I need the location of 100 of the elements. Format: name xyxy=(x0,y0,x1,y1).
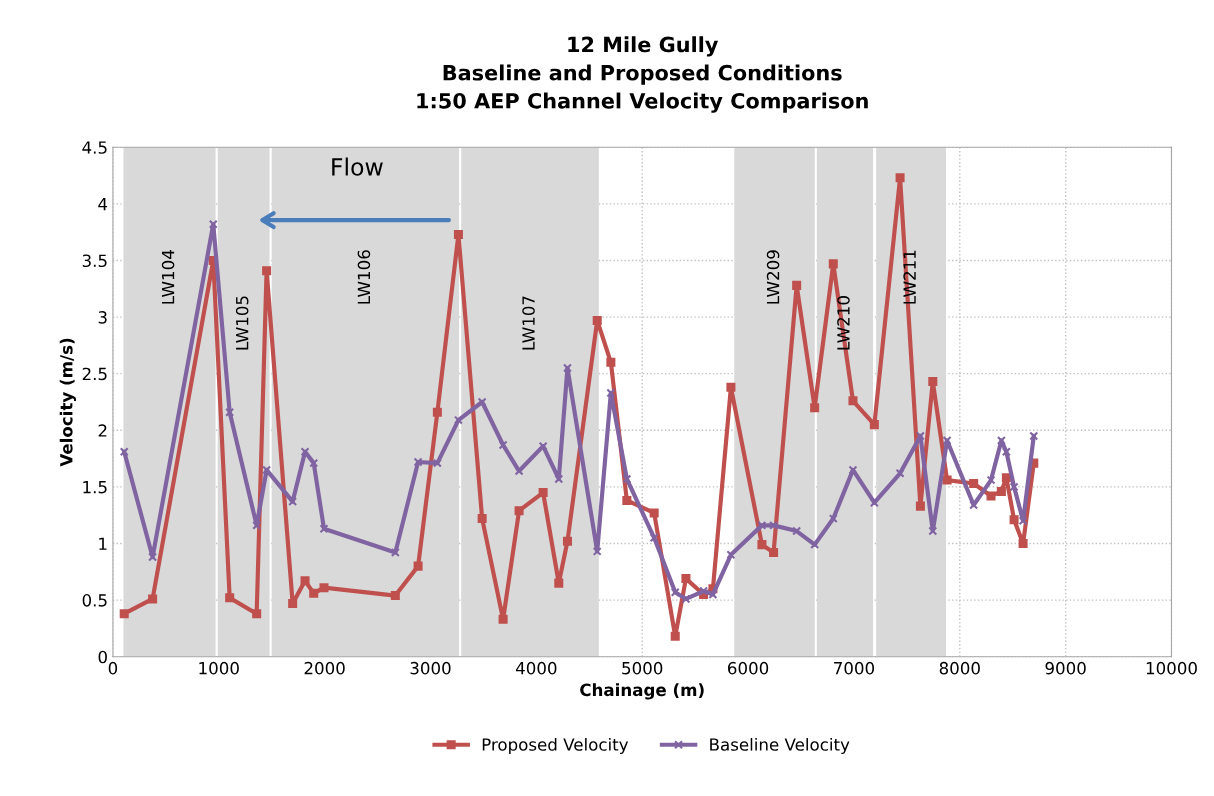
legend-label: Baseline Velocity xyxy=(710,737,850,755)
point xyxy=(895,173,905,183)
point xyxy=(828,514,838,524)
point xyxy=(309,458,319,468)
point xyxy=(769,548,779,558)
point xyxy=(562,536,572,546)
point xyxy=(681,594,691,604)
point xyxy=(432,458,442,468)
y-tick-label: 3 xyxy=(98,311,107,324)
point xyxy=(554,474,564,484)
point xyxy=(1001,447,1011,457)
y-tick-label: 2.5 xyxy=(82,367,107,381)
band-label: LW107 xyxy=(522,296,535,350)
point xyxy=(453,229,463,239)
x-tick-label: 7000 xyxy=(834,661,875,675)
point xyxy=(670,631,680,641)
point xyxy=(928,377,938,387)
point xyxy=(1018,516,1028,526)
point xyxy=(681,574,691,584)
y-tick-label: 2 xyxy=(98,424,107,437)
point xyxy=(848,465,858,475)
x-tick-label: 2000 xyxy=(304,661,345,675)
point xyxy=(262,465,272,475)
point xyxy=(996,486,1006,496)
point xyxy=(390,591,400,601)
point xyxy=(622,474,632,484)
point xyxy=(942,435,952,445)
point xyxy=(592,315,602,325)
x-tick-label: 9000 xyxy=(1045,661,1086,675)
y-tick-label: 1 xyxy=(99,537,107,550)
point xyxy=(413,457,423,467)
point xyxy=(1029,431,1039,441)
point xyxy=(757,520,767,530)
x-tick-label: 5000 xyxy=(622,661,663,675)
point xyxy=(477,514,487,524)
y-axis-title: Velocity (m/s) xyxy=(59,338,76,467)
point xyxy=(769,520,779,530)
y-tick-label: 1.5 xyxy=(83,481,107,494)
x-tick-label: 0 xyxy=(108,661,118,675)
point xyxy=(1001,473,1011,483)
point xyxy=(208,219,218,229)
point xyxy=(757,540,767,550)
point xyxy=(390,548,400,558)
point xyxy=(726,382,736,392)
point xyxy=(1009,515,1019,525)
y-tick-label: 3.5 xyxy=(82,254,107,268)
point xyxy=(119,447,129,457)
point xyxy=(986,475,996,485)
point xyxy=(895,468,905,478)
point xyxy=(309,588,319,598)
point xyxy=(300,447,310,457)
point xyxy=(606,357,616,367)
point xyxy=(453,415,463,425)
point xyxy=(792,280,802,290)
x-tick-label: 10000 xyxy=(1146,661,1197,675)
x-axis-title: Chainage (m) xyxy=(580,683,704,700)
x-tick-label: 3000 xyxy=(410,661,451,675)
point xyxy=(288,598,298,608)
point xyxy=(810,403,820,413)
point xyxy=(869,420,879,430)
band-label: LW104 xyxy=(161,250,175,304)
point xyxy=(969,478,979,488)
point xyxy=(319,583,329,593)
x-tick-label: 4000 xyxy=(515,661,557,675)
point xyxy=(148,552,158,562)
annotation: Flow xyxy=(332,157,383,176)
chart-title: 12 Mile Gully Baseline and Proposed Conditions 1:50 AEP Channel Velocity Comparison xyxy=(417,36,868,113)
point xyxy=(726,550,736,560)
point xyxy=(708,589,718,599)
point xyxy=(225,593,235,603)
point xyxy=(252,520,262,530)
point xyxy=(915,501,925,511)
point xyxy=(300,576,310,586)
x-tick-label: 6000 xyxy=(728,661,769,675)
point xyxy=(649,508,659,518)
point xyxy=(252,609,262,619)
point xyxy=(1009,482,1019,492)
point xyxy=(148,594,158,604)
point xyxy=(432,407,442,417)
point xyxy=(262,266,272,276)
band-label: LW105 xyxy=(235,296,249,350)
x-tick-label: 8000 xyxy=(939,661,980,675)
point xyxy=(538,488,548,498)
band-label: LW210 xyxy=(837,296,850,350)
point xyxy=(848,396,858,406)
band-label: LW209 xyxy=(766,250,780,304)
point xyxy=(649,533,659,543)
point xyxy=(996,435,1006,445)
y-tick-label: 0 xyxy=(98,650,107,664)
band-label: LW211 xyxy=(903,250,916,304)
point xyxy=(413,561,423,571)
point xyxy=(592,546,602,556)
legend-label: Proposed Velocity xyxy=(482,737,629,755)
point xyxy=(288,497,298,507)
y-tick-label: 4 xyxy=(98,198,108,211)
point xyxy=(562,363,572,373)
point xyxy=(828,259,838,269)
point xyxy=(1018,538,1028,548)
band-label: LW106 xyxy=(357,250,371,304)
point xyxy=(986,491,996,501)
